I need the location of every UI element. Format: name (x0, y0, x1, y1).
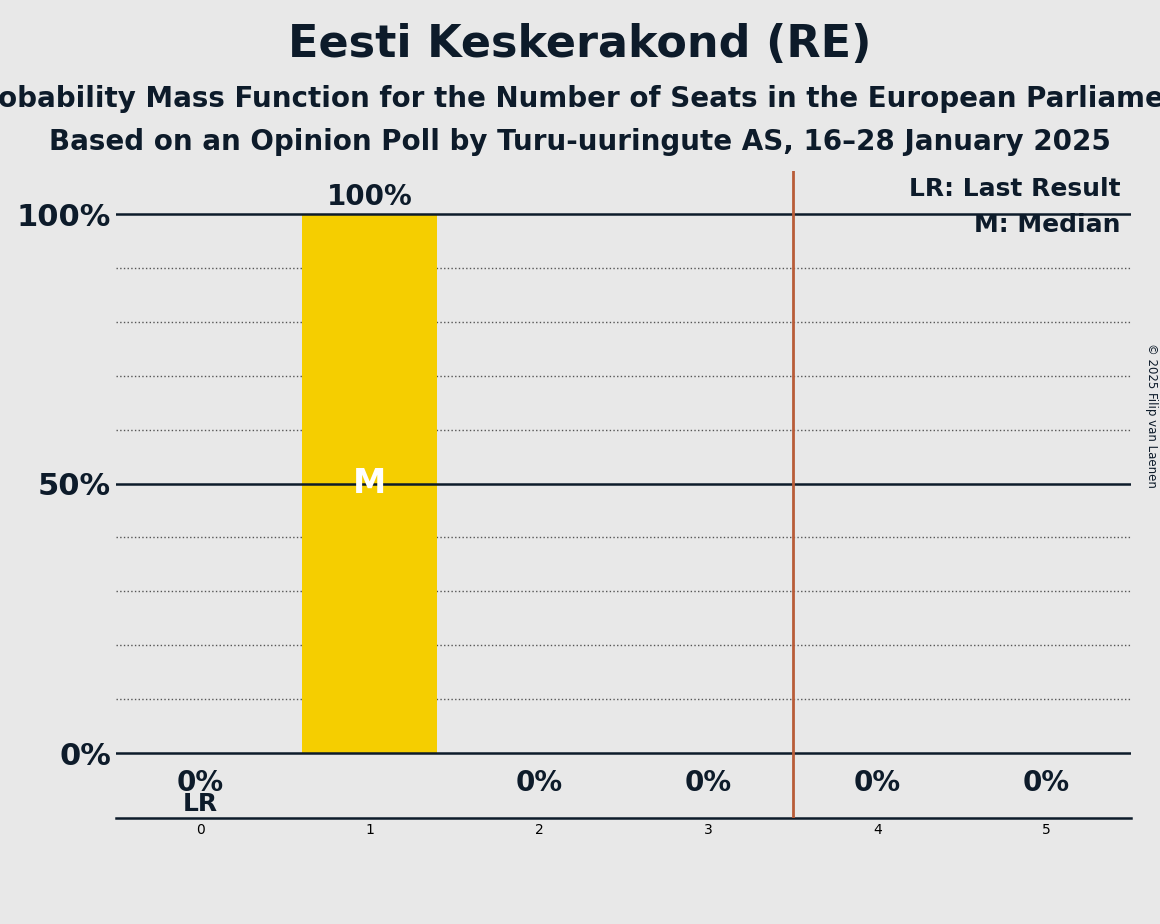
Text: 0%: 0% (854, 769, 901, 796)
Text: 0%: 0% (515, 769, 563, 796)
Text: LR: LR (183, 792, 218, 816)
Text: M: Median: M: Median (974, 213, 1121, 237)
Text: Based on an Opinion Poll by Turu-uuringute AS, 16–28 January 2025: Based on an Opinion Poll by Turu-uuringu… (49, 128, 1111, 155)
Text: © 2025 Filip van Laenen: © 2025 Filip van Laenen (1145, 344, 1158, 488)
Text: 0%: 0% (1023, 769, 1070, 796)
Text: 0%: 0% (177, 769, 224, 796)
Text: Probability Mass Function for the Number of Seats in the European Parliament: Probability Mass Function for the Number… (0, 85, 1160, 113)
Bar (302, 214, 437, 753)
Text: Eesti Keskerakond (RE): Eesti Keskerakond (RE) (288, 23, 872, 67)
Text: M: M (353, 467, 386, 500)
Text: 100%: 100% (327, 183, 413, 212)
Text: 0%: 0% (684, 769, 732, 796)
Text: LR: Last Result: LR: Last Result (909, 177, 1121, 201)
